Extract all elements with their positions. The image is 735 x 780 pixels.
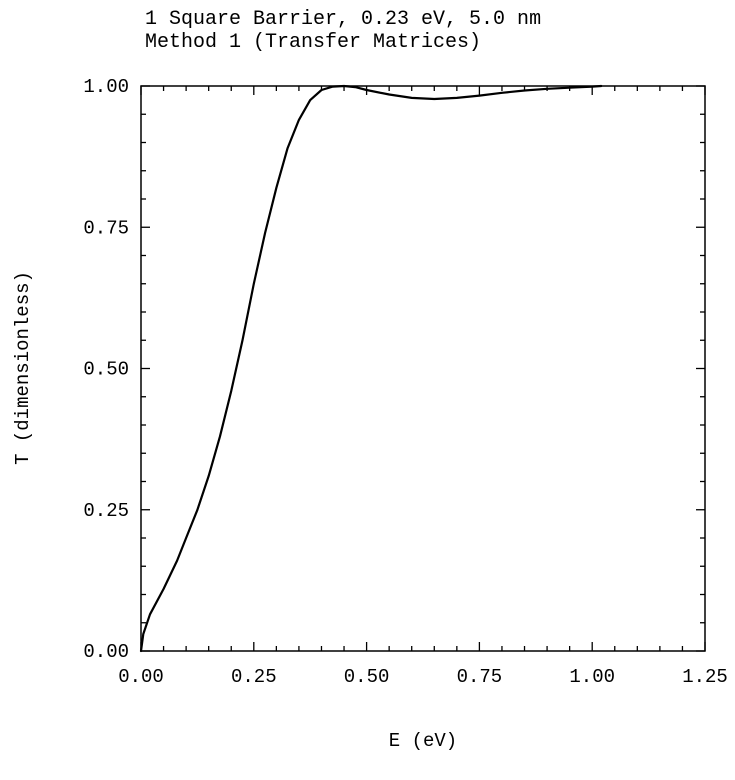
chart-subtitle: Method 1 (Transfer Matrices)	[145, 31, 482, 54]
x-tick-label: 0.25	[231, 666, 277, 688]
y-axis-label: T (dimensionless)	[12, 271, 34, 465]
series-group	[139, 84, 603, 653]
y-tick-labels: 0.00 0.25 0.50 0.75 1.00	[83, 76, 129, 663]
plot-area-frame	[140, 85, 706, 652]
x-tick-labels: 0.00 0.25 0.50 0.75 1.00 1.25	[118, 666, 728, 688]
chart-title-block: 1 Square Barrier, 0.23 eV, 5.0 nm Method …	[145, 8, 541, 54]
x-tick-label: 0.00	[118, 666, 164, 688]
x-tick-label: 0.75	[457, 666, 503, 688]
x-tick-label: 1.00	[569, 666, 615, 688]
x-tick-label: 1.25	[682, 666, 728, 688]
chart-title: 1 Square Barrier, 0.23 eV, 5.0 nm	[145, 8, 542, 31]
y-tick-label: 0.00	[83, 641, 129, 663]
axis-ticks	[140, 85, 706, 652]
y-tick-label: 0.25	[83, 500, 129, 522]
y-tick-label: 1.00	[83, 76, 129, 98]
y-tick-label: 0.50	[83, 359, 129, 381]
x-tick-label: 0.50	[344, 666, 390, 688]
y-tick-label: 0.75	[83, 217, 129, 239]
x-axis-label: E (eV)	[389, 730, 457, 752]
series-line-transmission	[139, 84, 603, 653]
